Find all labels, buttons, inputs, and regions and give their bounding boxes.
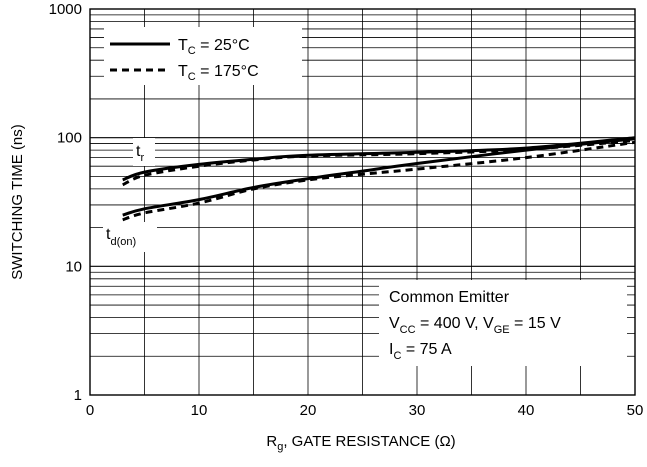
plot-frame [89,8,636,396]
y-axis-label: SWITCHING TIME (ns) [9,124,26,280]
conditions-box [379,280,627,366]
x-tick-label: 30 [409,402,426,419]
x-tick-label: 0 [86,402,94,419]
conditions-text: Common Emitter VCC = 400 V, VGE = 15 V IC … [389,289,561,362]
tdon-label-bg [103,222,157,252]
y-tick-label: 100 [57,130,82,147]
conditions-line-1-part-1: CC [400,324,416,336]
conditions-line-2-part-0: I [389,341,393,358]
legend: TC = 25°C TC = 175°C [104,27,302,85]
series-line-2 [122,137,636,217]
x-tick-label: 20 [300,402,317,419]
series-line-1 [122,139,636,187]
conditions-line-1-part-0: V [389,315,400,332]
x-axis-label: Rg, GATE RESISTANCE (Ω) [266,433,455,453]
y-tick-label: 1 [74,387,82,404]
conditions-line-1-part-4: = 15 V [510,315,561,332]
tr-label: tr [136,143,144,164]
conditions-line-2-part-1: C [393,350,401,362]
conditions-line-1-part-3: GE [494,324,510,336]
x-tick-label: 40 [518,402,535,419]
legend-label-175c: TC = 175°C [178,63,259,83]
curves [122,136,636,222]
legend-label-25c: TC = 25°C [178,37,250,57]
y-tick-label: 1000 [49,1,82,18]
conditions-line-2-part-2: = 75 A [401,341,452,358]
tick-labels: 0 10 20 30 40 50 1 10 100 1000 [49,1,644,419]
series-line-0 [122,136,636,182]
x-tick-label: 10 [191,402,208,419]
tdon-label: td(on) [106,226,136,248]
conditions-line-0-part-0: Common Emitter [389,289,510,306]
conditions-line-1-part-2: = 400 V, V [416,315,494,332]
x-tick-label: 50 [627,402,644,419]
y-tick-label: 10 [65,258,82,275]
legend-box [104,27,302,85]
tr-label-bg [133,138,155,166]
